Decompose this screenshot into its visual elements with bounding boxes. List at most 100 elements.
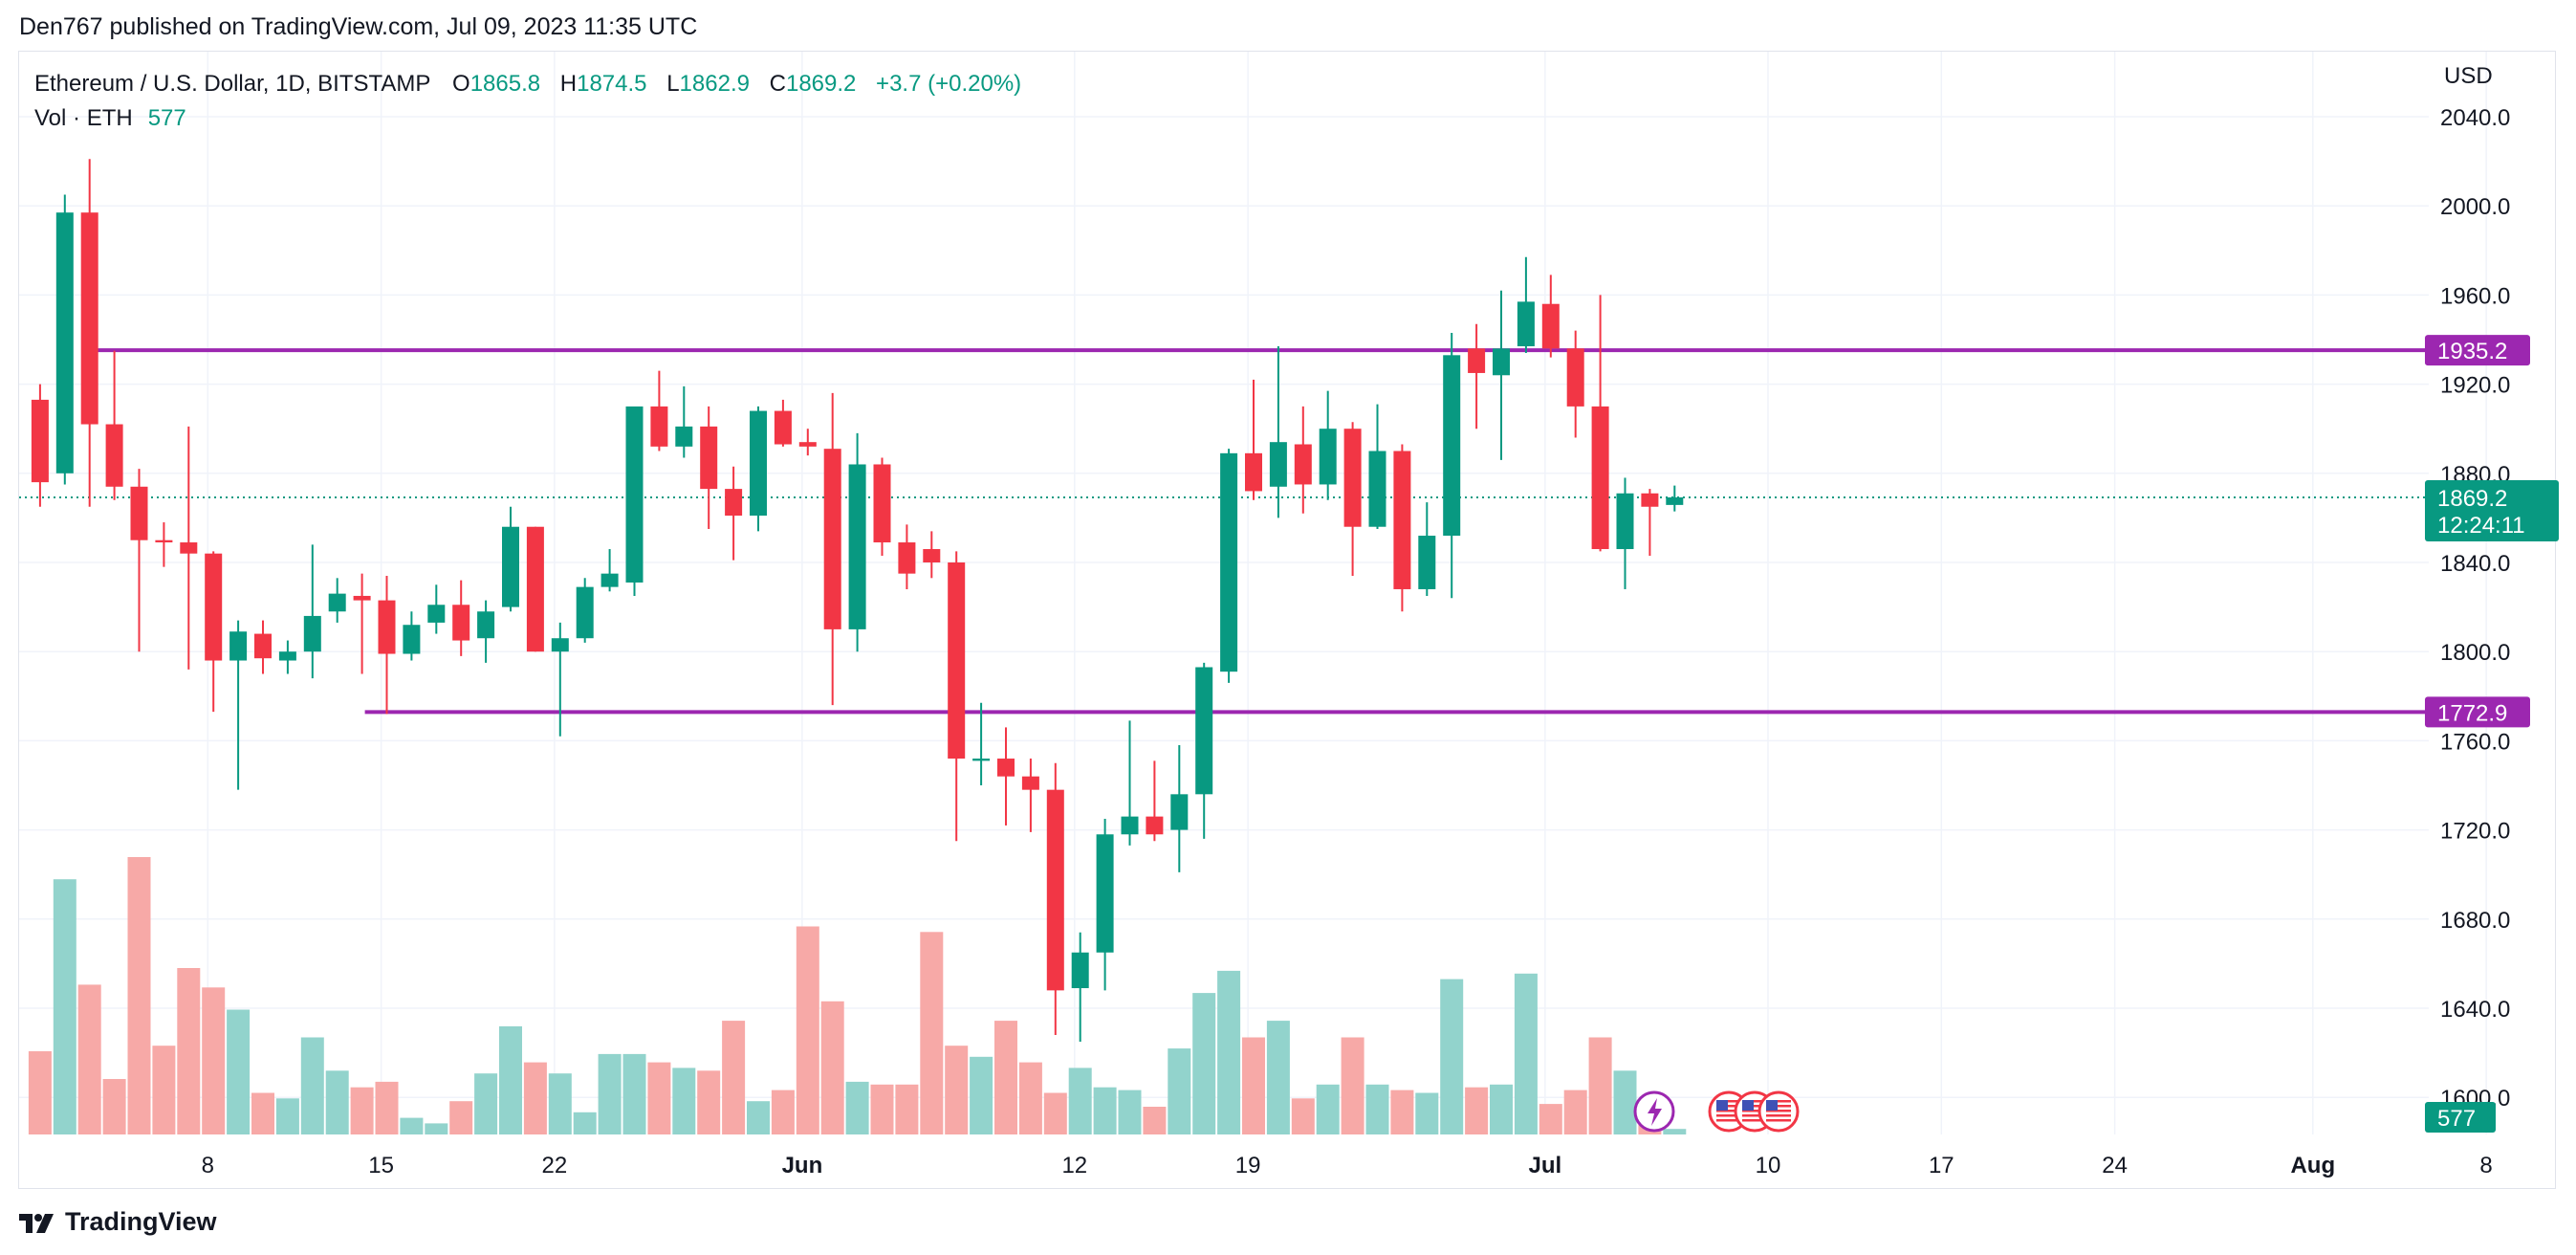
volume-bar <box>1415 1092 1439 1134</box>
x-tick-label: 12 <box>1061 1153 1087 1178</box>
event-markers <box>1633 1090 1800 1133</box>
tradingview-logo-icon <box>19 1213 54 1233</box>
candle-body <box>848 464 866 629</box>
candle-body <box>1121 816 1139 835</box>
candle-body <box>873 464 891 543</box>
lightning-icon <box>1648 1098 1662 1126</box>
candle-body <box>1071 952 1089 989</box>
legend-symbol[interactable]: Ethereum / U.S. Dollar, 1D, BITSTAMP <box>34 71 431 97</box>
volume-bar <box>1539 1104 1562 1134</box>
legend-high-label: H <box>559 71 578 97</box>
volume-bar <box>1093 1087 1117 1134</box>
candle-body <box>1368 451 1386 527</box>
legend-change: +3.7 (+0.20%) <box>876 71 1022 97</box>
volume-bar <box>177 968 201 1134</box>
legend-close: 1869.2 <box>785 71 857 97</box>
candle-body <box>403 625 421 654</box>
candle-body <box>600 573 619 587</box>
legend-high: 1874.5 <box>577 71 647 97</box>
publisher-caption: Den767 published on TradingView.com, Jul… <box>19 13 698 40</box>
volume-bar <box>672 1068 696 1134</box>
volume-bar <box>697 1070 721 1134</box>
volume-bar <box>400 1117 424 1134</box>
volume-bar <box>573 1112 597 1134</box>
flag-canton-icon <box>1716 1100 1728 1111</box>
volume-bar <box>28 1051 52 1134</box>
volume-bar <box>1118 1090 1142 1134</box>
legend: Ethereum / U.S. Dollar, 1D, BITSTAMP O18… <box>34 67 1035 136</box>
volume-bar <box>251 1092 274 1134</box>
legend-low-label: L <box>666 71 680 97</box>
legend-volume-label[interactable]: Vol · ETH <box>34 105 133 131</box>
volume-bar <box>1316 1084 1340 1134</box>
volume-bar <box>375 1081 399 1134</box>
x-tick-label: 17 <box>1929 1153 1954 1178</box>
x-tick-label: Jul <box>1529 1153 1562 1178</box>
candle-body <box>1493 348 1510 376</box>
volume-bar <box>945 1046 969 1134</box>
candle-body <box>105 424 123 487</box>
candle-body <box>130 486 148 540</box>
candle-body <box>1616 493 1634 550</box>
candle-body <box>576 586 594 639</box>
volume-bar <box>523 1062 547 1134</box>
candle-body <box>923 549 941 562</box>
volume-bar <box>300 1037 324 1134</box>
y-tick-label: 1920.0 <box>2440 373 2510 399</box>
volume-bar <box>1490 1084 1513 1134</box>
volume-bar <box>275 1098 299 1134</box>
volume-bar <box>127 857 151 1134</box>
volume-bar <box>1192 993 1216 1134</box>
x-tick-label: 8 <box>202 1153 214 1178</box>
candle-body <box>675 426 693 447</box>
volume-bar <box>1365 1084 1389 1134</box>
candle-body <box>1641 493 1659 507</box>
volume-bar <box>747 1101 770 1134</box>
x-tick-label: 19 <box>1235 1153 1261 1178</box>
last-price-label: 1869.2 <box>2437 486 2507 512</box>
candle-body <box>1220 452 1238 672</box>
candle-body <box>1468 348 1486 373</box>
flag-stripe-icon <box>1766 1119 1791 1122</box>
volume-bar <box>227 1009 251 1134</box>
candle-body <box>1443 355 1461 537</box>
volume-bar <box>77 984 101 1134</box>
volume-bar <box>820 1001 844 1134</box>
volume-bar <box>1588 1037 1612 1134</box>
candle-body <box>80 212 98 425</box>
candle-body <box>328 593 346 612</box>
last-volume-label: 577 <box>2437 1106 2476 1132</box>
volume-bar <box>796 926 819 1134</box>
last-volume-tag <box>2425 1102 2496 1133</box>
last-price-tag <box>2425 479 2559 541</box>
flag-canton-icon <box>1766 1100 1778 1111</box>
candle-body <box>229 631 248 661</box>
candle-body <box>427 605 446 623</box>
volume-bar <box>1514 973 1538 1134</box>
x-tick-label: Aug <box>2290 1153 2335 1178</box>
time-axis: 8 15 22 Jun 12 19 Jul 10 17 24 Aug 8 <box>202 1153 2493 1178</box>
candle-body <box>1269 442 1287 487</box>
flag-canton-icon <box>1742 1100 1754 1111</box>
candle-body <box>972 759 991 761</box>
volume-bar <box>1440 979 1464 1134</box>
legend-open: 1865.8 <box>469 71 541 97</box>
flag-stripe-icon <box>1716 1105 1741 1108</box>
volume-bar <box>771 1090 795 1134</box>
volume-bar <box>1043 1092 1067 1134</box>
footer-brand[interactable]: TradingView <box>19 1207 217 1237</box>
flag-stripe-icon <box>1766 1110 1791 1112</box>
volume-bar <box>970 1056 993 1134</box>
candle-body <box>1566 348 1584 407</box>
candle-body <box>1046 789 1064 991</box>
candle-body <box>502 526 519 607</box>
currency-label[interactable]: USD <box>2444 63 2493 89</box>
candle-body <box>1418 536 1436 589</box>
level-price-tag <box>2425 335 2530 366</box>
x-tick-label: 24 <box>2102 1153 2128 1178</box>
level-price-label: 1935.2 <box>2437 339 2507 364</box>
level-price-label: 1772.9 <box>2437 700 2507 726</box>
candle-body <box>254 633 272 659</box>
volume-bar <box>53 879 76 1134</box>
